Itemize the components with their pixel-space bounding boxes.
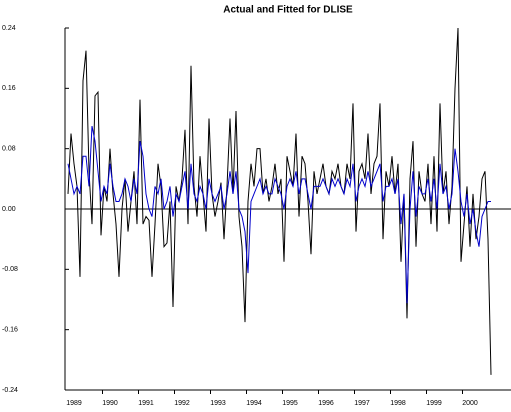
x-tick-label: 1989	[66, 400, 82, 407]
x-tick-label: 1994	[246, 400, 262, 407]
x-tick-label: 1992	[174, 400, 190, 407]
y-tick-label: 0.24	[2, 25, 16, 32]
series-line	[67, 125, 491, 304]
x-tick-label: 1998	[390, 400, 406, 407]
y-tick-label: -0.16	[2, 327, 18, 334]
chart-title: Actual and Fitted for DLISE	[223, 5, 353, 16]
y-tick-label: 0.16	[2, 85, 16, 92]
x-tick-label: 2000	[462, 400, 478, 407]
x-tick-label: 1993	[210, 400, 226, 407]
y-tick-label: -0.24	[2, 387, 18, 394]
x-tick-label: 1990	[102, 400, 118, 407]
x-tick-label: 1991	[138, 400, 154, 407]
x-tick-label: 1997	[354, 400, 370, 407]
x-tick-label: 1996	[318, 400, 334, 407]
y-tick-label: 0.00	[2, 206, 16, 213]
x-tick-label: 1995	[282, 400, 298, 407]
y-tick-label: 0.08	[2, 146, 16, 153]
y-tick-label: -0.08	[2, 266, 18, 273]
x-tick-label: 1999	[426, 400, 442, 407]
